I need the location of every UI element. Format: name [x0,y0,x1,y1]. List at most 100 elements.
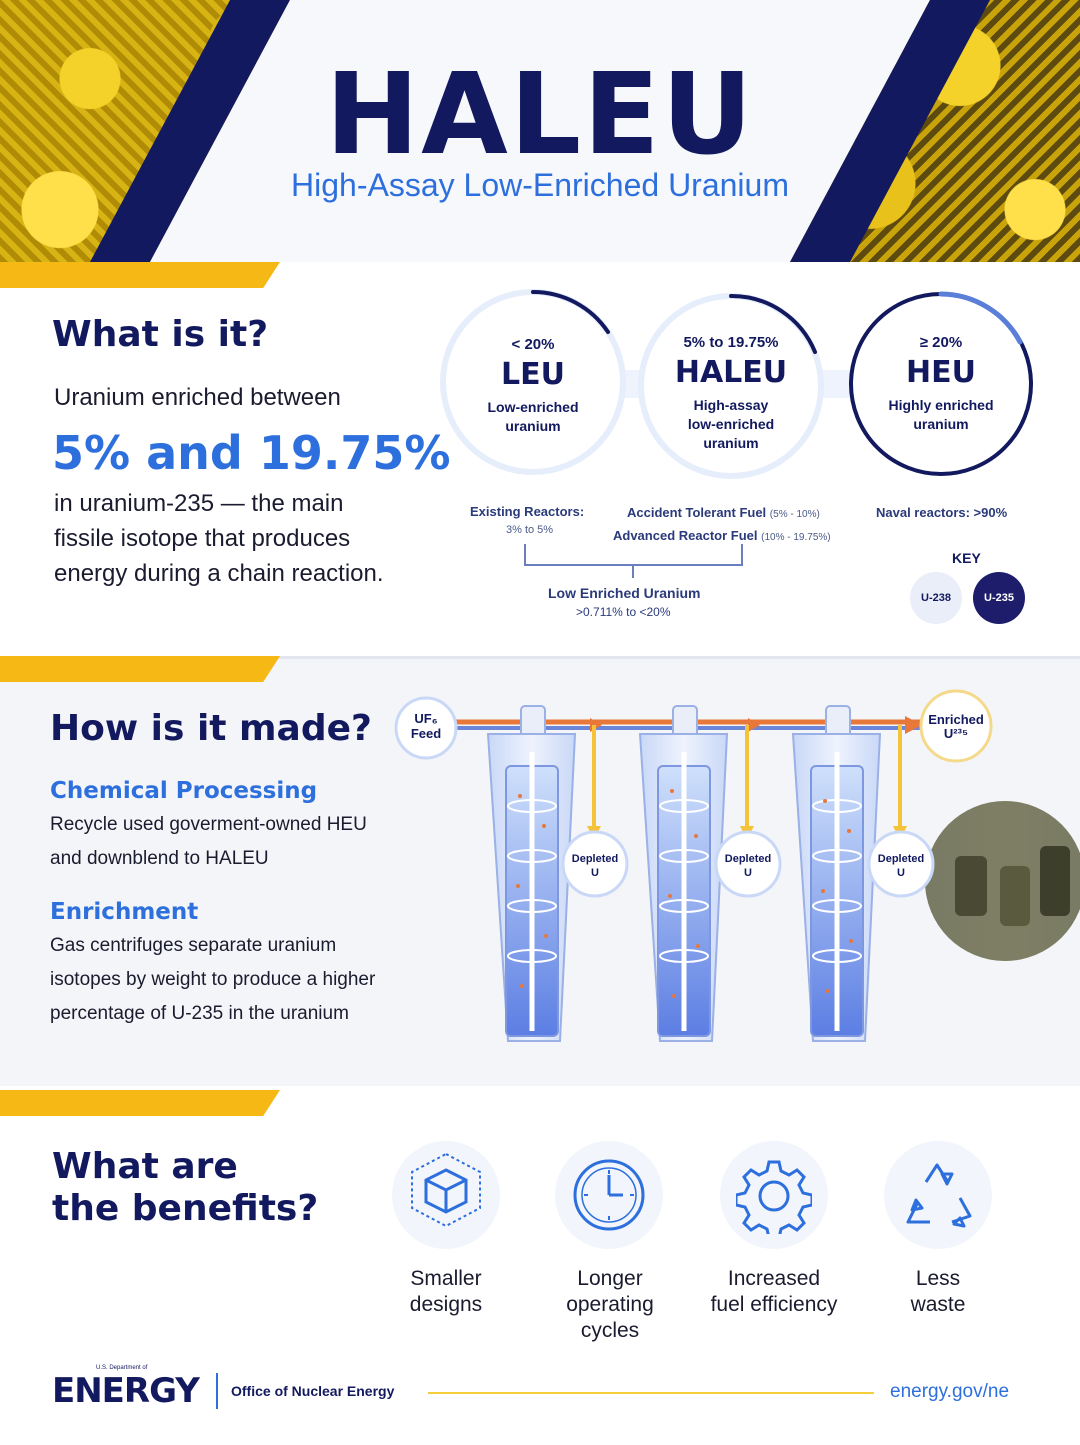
method-text: Recycle used goverment-owned HEU and dow… [50,808,367,876]
key-u235: U-235 [973,572,1025,624]
depleted-node-1: Depleted U [563,852,627,880]
node-line: U²³⁵ [943,726,969,741]
desc-line: low-enriched [687,416,775,432]
benefit-line: Smaller [410,1267,482,1290]
atf-label: Accident Tolerant Fuel (5% - 10%) [627,505,820,520]
footer-divider [216,1373,218,1409]
header-diagonal-band [90,0,990,262]
benefit-label: Increased fuel efficiency [689,1266,859,1318]
circle-desc: Low-enriched uranium [458,398,608,436]
heading-line: the benefits? [52,1188,319,1229]
doe-tiny-text: U.S. Department of [96,1365,148,1371]
method-line: and downblend to HALEU [50,848,269,869]
section-how-made: How is it made? Chemical Processing Recy… [0,656,1080,1086]
node-line: U [744,867,752,879]
centrifuge-1 [486,705,601,1042]
node-line: Depleted [724,853,772,865]
section-heading: What are the benefits? [52,1146,318,1230]
desc-line: uranium [703,435,759,451]
benefit-label: Longer operating cycles [525,1266,695,1344]
method-line: Gas centrifuges separate uranium [50,935,337,956]
benefit-line: Increased [727,1267,821,1290]
existing-reactors-label: Existing Reactors: [470,504,585,519]
naval-reactors-label: Naval reactors: >90% [876,505,1008,520]
node-line: U [591,867,599,879]
circle-range: < 20% [511,336,555,353]
section-tab [0,1090,280,1116]
body-line: energy during a chain reaction. [54,560,384,587]
uf6-feed-node: UF₆ Feed [396,711,456,741]
method-line: isotopes by weight to produce a higher [50,969,376,990]
method-title: Chemical Processing [50,778,318,804]
footer-url-link[interactable]: energy.gov/ne [890,1381,1010,1402]
circle-desc: Highly enriched uranium [866,396,1016,434]
circle-heu: ≥ 20% HEU Highly enriched uranium [866,334,1016,434]
section-heading: How is it made? [50,708,372,749]
recycle-icon [906,1163,972,1228]
key-u238: U-238 [910,572,962,624]
circle-haleu: 5% to 19.75% HALEU High-assay low-enrich… [651,334,811,453]
desc-line: High-assay [693,397,769,413]
circle-leu: < 20% LEU Low-enriched uranium [458,336,608,436]
benefit-line: fuel efficiency [710,1293,838,1316]
node-line: U [897,867,905,879]
section-tab [0,656,280,682]
leu-bracket-range: >0.711% to <20% [576,605,671,619]
office-name: Office of Nuclear Energy [231,1383,395,1399]
divider [0,656,1080,659]
benefit-label: Smaller designs [361,1266,531,1318]
benefit-line: operating [566,1293,654,1316]
benefit-icon-bg [884,1141,992,1249]
atf-range: (5% - 10%) [769,509,820,520]
intro-text: Uranium enriched between [54,384,341,411]
cube-icon [411,1152,481,1228]
benefit-line: Longer [577,1267,643,1290]
desc-line: Highly enriched [888,397,994,413]
desc-line: uranium [505,418,561,434]
benefit-line: designs [409,1293,483,1316]
node-line: Enriched [928,712,984,727]
body-line: in uranium-235 — the main [54,490,344,517]
node-line: Feed [410,726,442,741]
centrifuge-3 [791,705,907,1042]
enriched-node: Enriched U²³⁵ [921,713,991,741]
header-banner: HALEU High-Assay Low-Enriched Uranium [0,0,1080,262]
desc-line: Low-enriched [487,399,579,415]
enrichment-range: 5% and 19.75% [52,426,451,480]
method-title: Enrichment [50,899,199,925]
section-tab [0,262,280,288]
benefit-line: waste [910,1293,966,1316]
circle-desc: High-assay low-enriched uranium [651,396,811,453]
doe-logo: ENERGY [52,1371,200,1411]
circle-abbr: LEU [501,357,565,392]
benefit-label: Less waste [853,1266,1023,1318]
section-what-is-it: What is it? Uranium enriched between 5% … [0,262,1080,652]
gear-icon [736,1160,812,1234]
clock-icon [573,1159,645,1231]
footer-rule [428,1392,874,1394]
circle-abbr: HEU [906,355,976,390]
node-line: UF₆ [414,711,438,726]
page-subtitle: High-Assay Low-Enriched Uranium [291,167,789,203]
arf-text: Advanced Reactor Fuel [613,528,758,543]
node-line: Depleted [571,853,619,865]
method-text: Gas centrifuges separate uranium isotope… [50,929,375,1031]
circle-range: 5% to 19.75% [683,334,779,351]
depleted-node-2: Depleted U [716,852,780,880]
key-title: KEY [952,550,981,566]
body-text: in uranium-235 — the main fissile isotop… [54,486,384,591]
centrifuge-2 [638,705,754,1042]
node-line: Depleted [877,853,925,865]
depleted-node-3: Depleted U [869,852,933,880]
section-heading: What is it? [52,314,269,355]
benefit-line: Less [915,1267,961,1290]
atf-text: Accident Tolerant Fuel [627,505,767,520]
method-line: percentage of U-235 in the uranium [50,1003,349,1024]
centrifuge-diagram [394,689,1080,1042]
enrichment-circles-graphic [440,289,1033,578]
arf-range: (10% - 19.75%) [761,532,831,543]
heading-line: What are [52,1146,238,1187]
circle-range: ≥ 20% [919,334,963,351]
circle-abbr: HALEU [674,355,788,390]
existing-reactors-range: 3% to 5% [506,524,554,536]
